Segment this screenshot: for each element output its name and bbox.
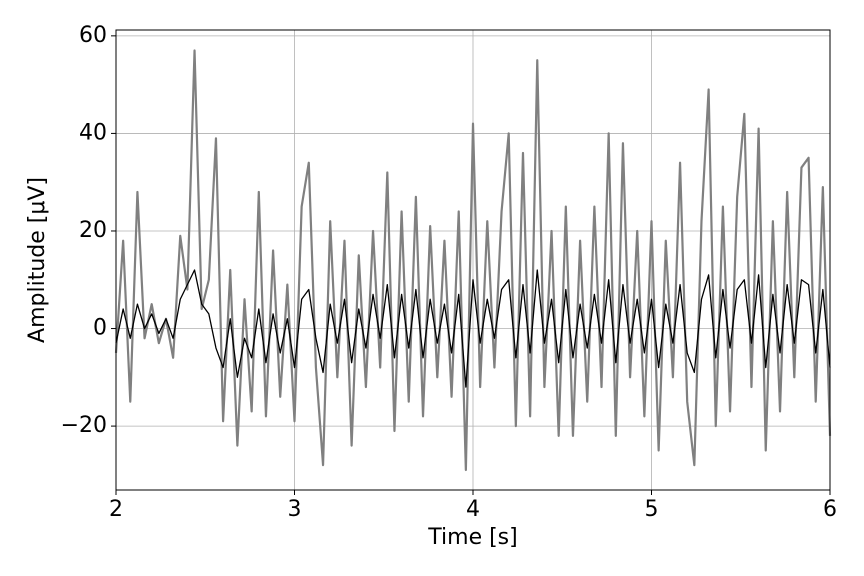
- y-tick-label: 60: [79, 23, 107, 48]
- x-tick-label: 6: [823, 497, 837, 522]
- series-line: [115, 269, 831, 388]
- plot-frame: [115, 29, 831, 491]
- x-tick-label: 4: [466, 497, 480, 522]
- x-axis-label: Time [s]: [427, 525, 517, 550]
- y-axis-label: Amplitude [μV]: [25, 177, 50, 343]
- x-tick-label: 2: [109, 497, 123, 522]
- y-tick-label: 40: [79, 120, 107, 145]
- y-tick-label: 0: [93, 316, 107, 341]
- y-tick-label: −20: [61, 413, 107, 438]
- x-tick-label: 3: [288, 497, 302, 522]
- x-tick-label: 5: [645, 497, 659, 522]
- y-tick-label: 20: [79, 218, 107, 243]
- series-line: [114, 49, 832, 472]
